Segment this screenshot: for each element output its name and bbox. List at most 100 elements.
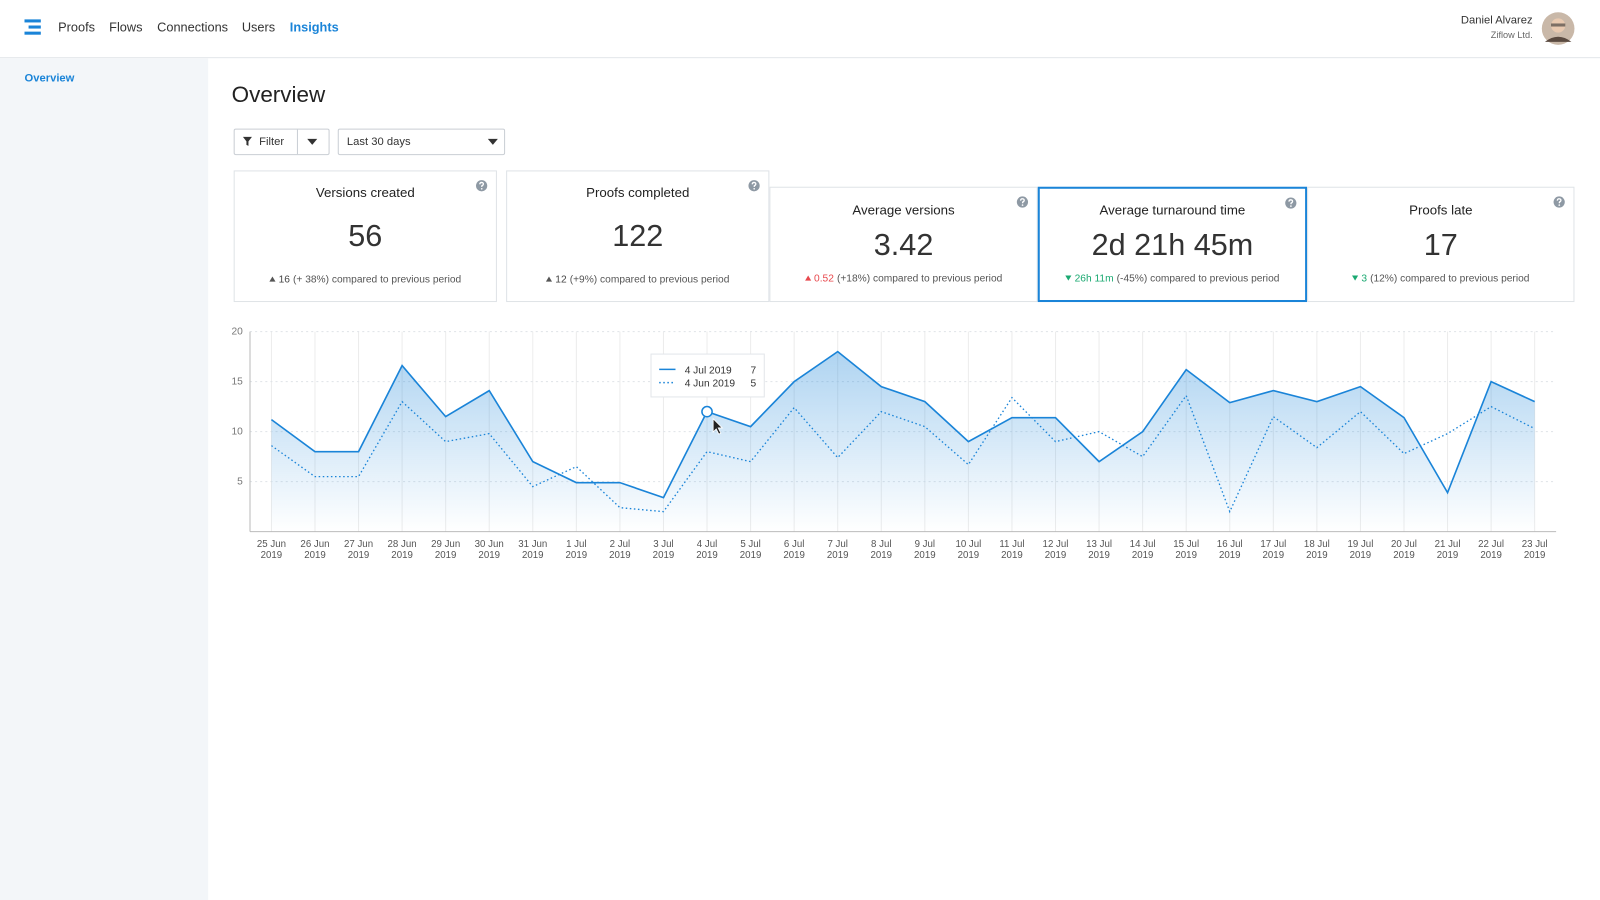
x-tick-label: 20 Jul 2019 [1391,538,1417,562]
tooltip [650,353,765,398]
x-tick-label: 18 Jul 2019 [1303,538,1330,562]
x-tick-label: 4 Jul 2019 [696,538,718,562]
delta-value: 16 [278,274,290,286]
filter-label: Filter [259,135,285,148]
x-tick-label: 2 Jul 2019 [609,538,631,562]
x-tick-label: 1 Jul 2019 [565,538,588,562]
card-value: 2d 21h 45m [1091,228,1254,263]
tooltip-value: 5 [750,379,756,390]
x-tick-label: 14 Jul 2019 [1129,538,1156,562]
help-icon[interactable] [1016,196,1029,208]
trend-arrow [269,276,276,282]
sidebar: Overview [0,58,209,900]
user-name: Daniel Alvarez [1460,14,1533,27]
avatar[interactable] [1541,11,1576,46]
x-tick-label: 15 Jul 2019 [1173,538,1200,562]
delta-text: (-45%) compared to previous period [1116,273,1280,285]
metric-card: Average versions 3.42 0.52 (+18%) compared … [769,186,1038,303]
trend-arrow [804,275,811,281]
delta-text: (+ 38%) compared to previous period [293,274,462,286]
x-tick-label: 8 Jul 2019 [870,538,893,562]
y-tick-label: 15 [232,377,244,388]
y-tick-label: 20 [232,327,244,338]
card-value: 122 [612,219,664,254]
line [270,350,1536,499]
line [271,394,1535,514]
metric-card: Versions created 56 16 (+ 38%) compared to … [233,170,497,303]
card-title: Average turnaround time [1099,202,1246,218]
x-tick-label: 25 Jun 2019 [256,538,286,562]
metric-card: Average turnaround time 2d 21h 45m 26h 11m… [1037,186,1308,303]
card-delta: 12 (+9%) compared to previous period [507,274,768,286]
x-tick-label: 27 Jun 2019 [343,538,374,562]
tooltip-label: 4 Jul 2019 [685,365,732,376]
x-tick-label: 21 Jul 2019 [1434,538,1461,562]
y-tick-label: 10 [232,427,244,438]
range-select[interactable]: Last 30 days [337,128,506,156]
nav-item[interactable]: Insights [289,20,339,35]
trend-arrow [1065,275,1072,281]
header: Proofs Flows Connections Users Insights Dani… [0,0,1600,59]
card-title: Proofs late [1409,202,1473,218]
trend-arrow [1352,275,1359,281]
card-delta: 3 (12%) compared to previous period [1308,273,1573,285]
area [271,351,1535,532]
x-tick-label: 13 Jul 2019 [1086,538,1112,562]
sidebar-item[interactable]: Overview [24,72,75,85]
card-delta: 16 (+ 38%) compared to previous period [235,274,496,286]
x-tick-label: 28 Jun 2019 [387,538,417,562]
hover-point [701,405,713,418]
help-icon[interactable] [1553,196,1565,208]
metric-card: Proofs late 17 3 (12%) compared to previous… [1307,186,1575,303]
nav-item[interactable]: Flows [109,20,143,35]
delta-value: 12 [555,274,567,286]
help-icon[interactable] [1285,197,1297,209]
x-tick-label: 11 Jul 2019 [999,538,1025,562]
delta-value: 0.52 [814,273,834,285]
x-tick-label: 16 Jul 2019 [1216,538,1243,562]
y-tick-label: 5 [237,477,243,488]
tooltip-value: 7 [750,365,756,376]
company: Ziflow Ltd. [1490,29,1533,40]
card-value: 56 [348,219,383,254]
x-tick-label: 9 Jul 2019 [914,538,936,562]
x-tick-label: 7 Jul 2019 [826,538,849,562]
delta-text: (+9%) compared to previous period [569,274,730,286]
x-tick-label: 5 Jul 2019 [739,538,762,562]
x-tick-label: 31 Jun 2019 [518,538,548,562]
filter-button[interactable]: Filter [233,128,330,156]
x-tick-label: 26 Jun 2019 [300,538,330,562]
cursor [712,417,724,435]
x-tick-label: 22 Jul 2019 [1478,538,1505,562]
help-icon[interactable] [476,180,488,192]
user[interactable]: Daniel Alvarez Ziflow Ltd. [1461,14,1533,40]
nav-item[interactable]: Connections [157,20,229,35]
x-tick-label: 19 Jul 2019 [1347,538,1374,562]
help-icon[interactable] [748,180,760,192]
logo[interactable] [24,18,42,36]
page-title: Overview [231,81,326,108]
nav-item[interactable]: Users [241,20,276,35]
delta-value: 26h 11m [1074,273,1114,285]
range-label: Last 30 days [346,135,411,148]
x-tick-label: 3 Jul 2019 [652,538,675,562]
x-tick-label: 10 Jul 2019 [955,538,982,562]
trend-arrow [546,276,553,282]
x-tick-label: 23 Jul 2019 [1521,538,1548,562]
metric-card: Proofs completed 122 12 (+9%) compared to p… [506,170,770,303]
x-tick-label: 12 Jul 2019 [1042,538,1069,562]
card-title: Proofs completed [586,184,690,200]
nav-item[interactable]: Proofs [58,20,96,35]
tooltip-label: 4 Jun 2019 [685,379,736,390]
card-title: Versions created [315,184,415,200]
card-delta: 0.52 (+18%) compared to previous period [770,273,1036,285]
card-value: 17 [1423,228,1458,263]
card-value: 3.42 [873,228,934,263]
x-tick-label: 6 Jul 2019 [783,538,805,562]
x-tick-label: 30 Jun 2019 [474,538,504,562]
x-tick-label: 29 Jun 2019 [431,538,461,562]
x-tick-label: 17 Jul 2019 [1260,538,1287,562]
